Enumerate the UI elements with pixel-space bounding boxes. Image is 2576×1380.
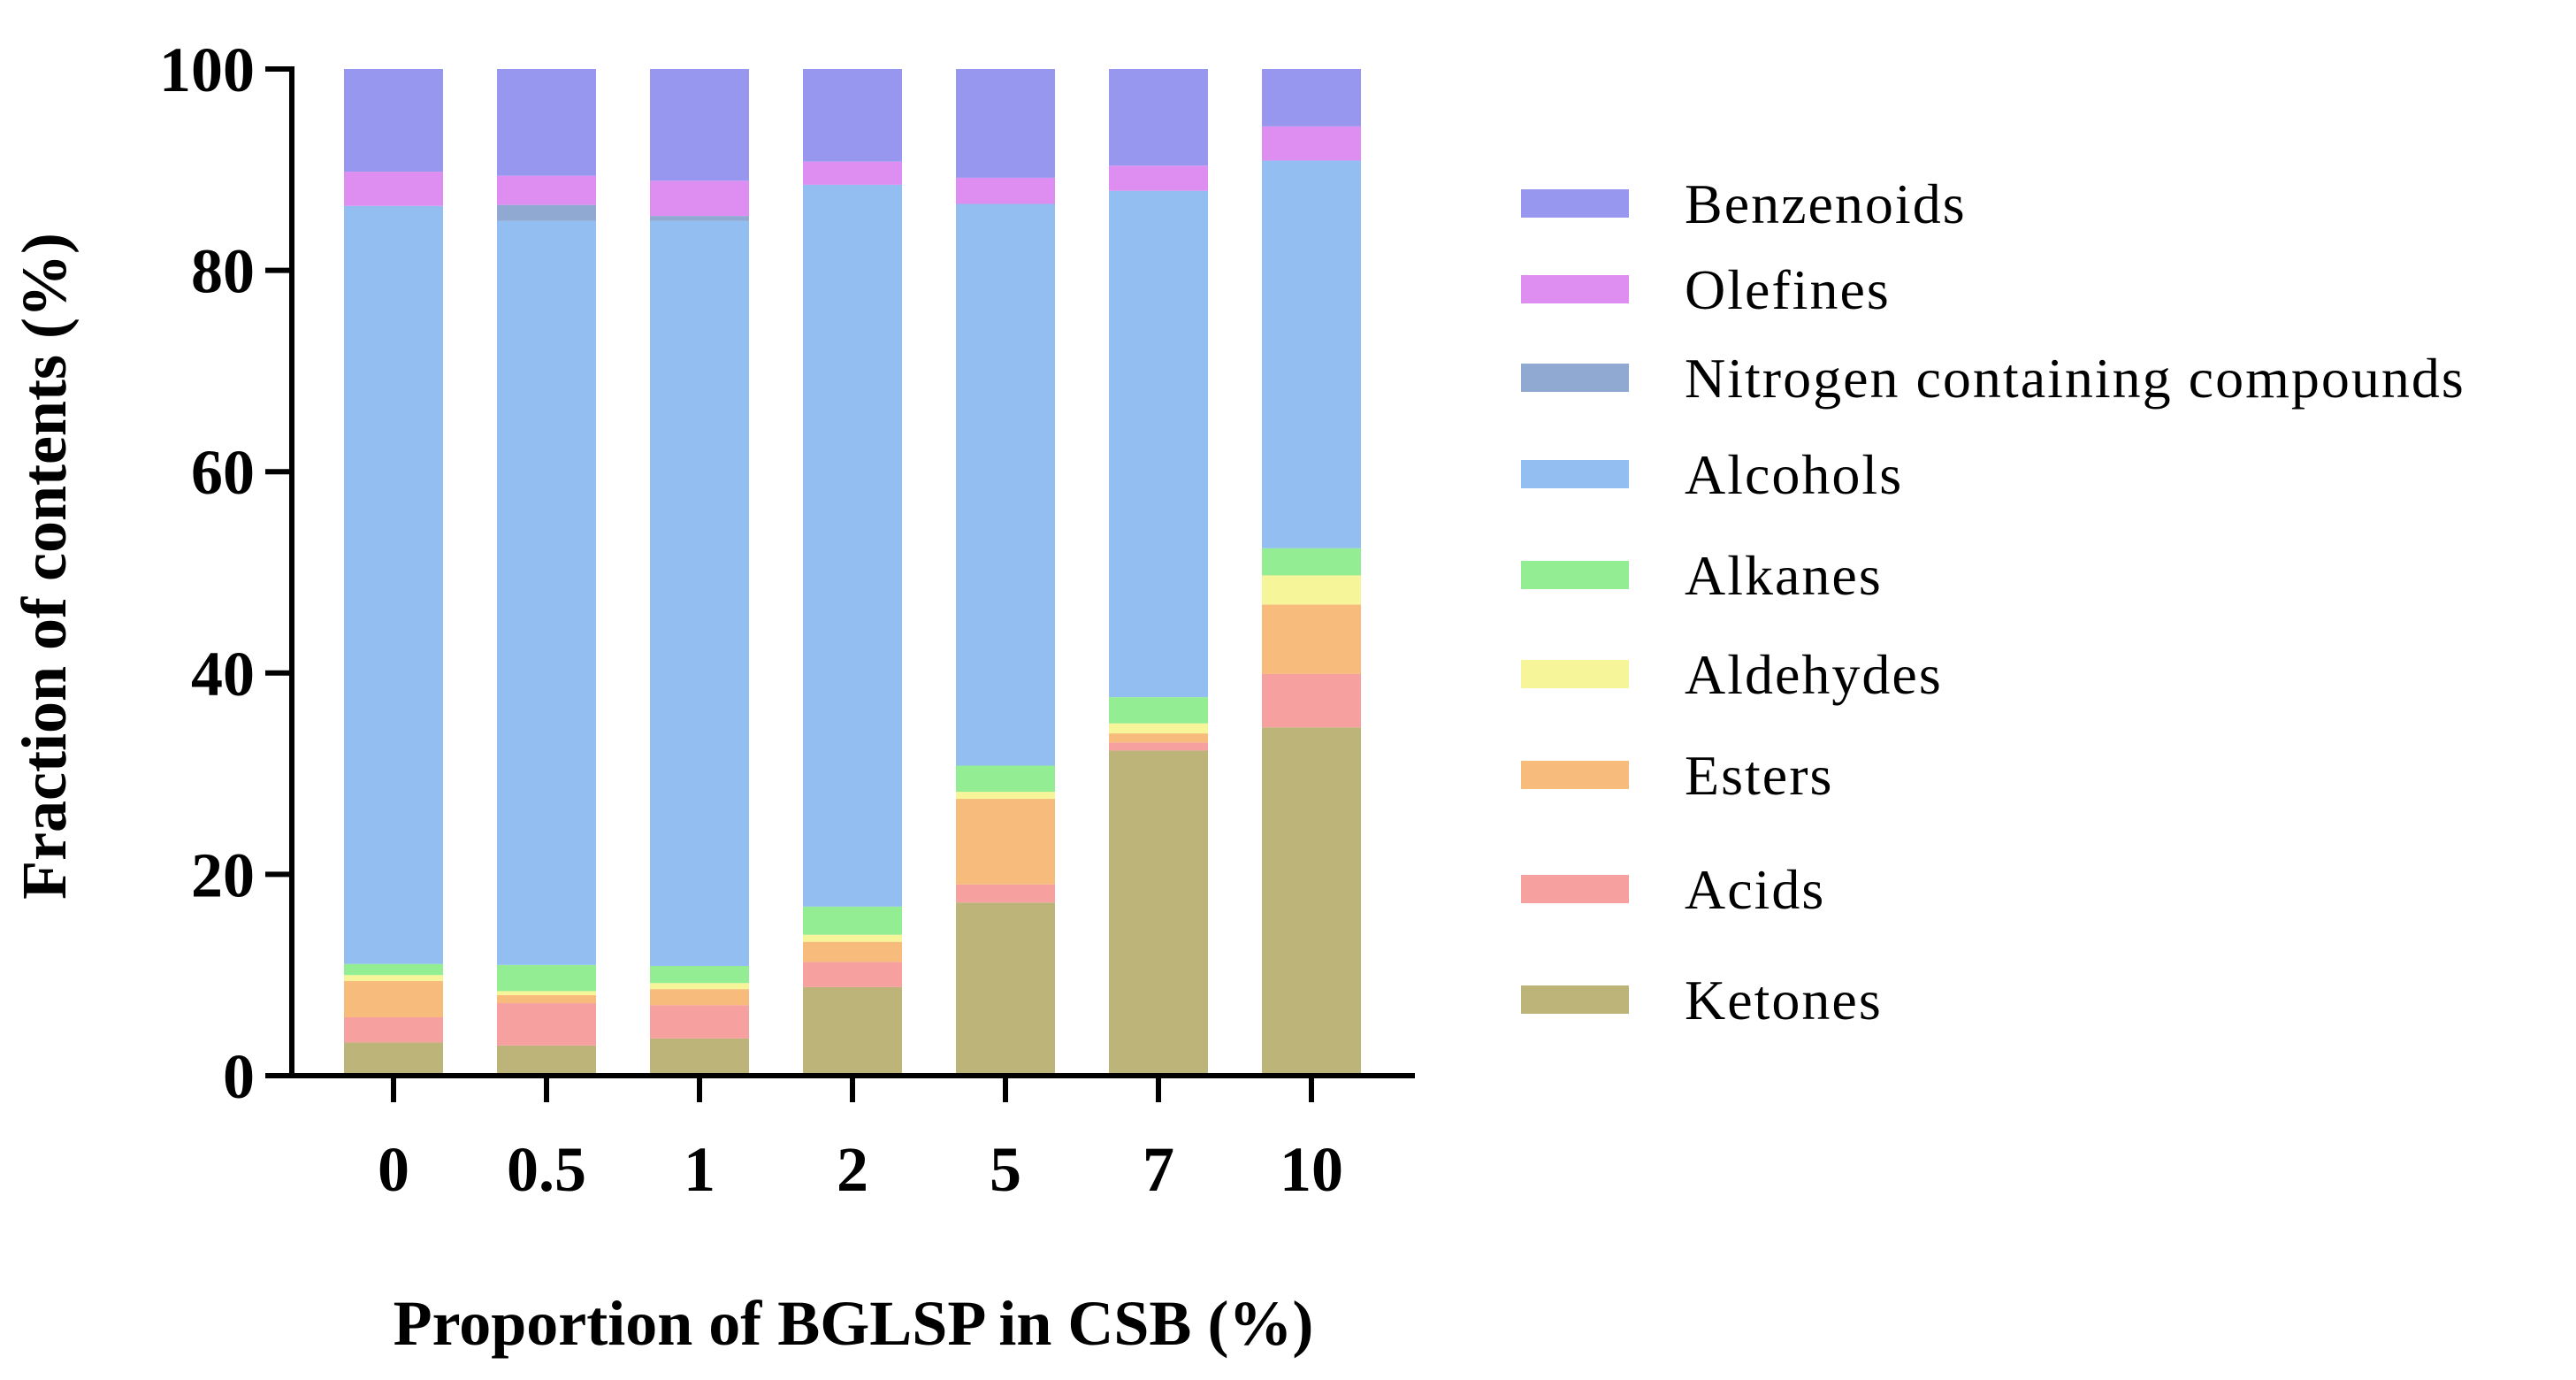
legend-swatch-esters	[1521, 761, 1629, 789]
bar-segment-acids-0	[344, 1016, 443, 1043]
bar-segment-acids-0-5	[497, 1003, 596, 1046]
bar-segment-aldehydes-1	[650, 983, 749, 990]
bar-segment-ketones-0	[344, 1042, 443, 1076]
bar-segment-acids-2	[803, 962, 902, 987]
bar-segment-acids-10	[1262, 673, 1361, 728]
bar-segment-alcohols-1	[650, 220, 749, 966]
x-tick-label-0: 0	[378, 1134, 409, 1205]
y-ticks: 0 20 40 60 80 100	[159, 34, 292, 1112]
legend-swatch-alkanes	[1521, 561, 1629, 589]
bar-segment-ketones-0-5	[497, 1045, 596, 1076]
legend-swatch-ketones	[1521, 985, 1629, 1014]
bar-segment-acids-7	[1109, 742, 1208, 751]
y-tick-label-80: 80	[191, 236, 255, 307]
bars-layer	[344, 69, 1361, 1076]
legend-label-olefines: Olefines	[1685, 258, 1891, 321]
x-tick-label-2: 2	[837, 1134, 868, 1205]
y-tick-label-20: 20	[191, 840, 255, 910]
bar-segment-aldehydes-0	[344, 975, 443, 982]
x-ticks: 0 0.5 1 2 5 7 10	[378, 1076, 1343, 1205]
x-tick-label-0-5: 0.5	[507, 1134, 586, 1205]
y-tick-label-40: 40	[191, 639, 255, 709]
bar-segment-benzenoids-5	[956, 69, 1055, 178]
bar-segment-alkanes-0-5	[497, 964, 596, 992]
legend-label-benzenoids: Benzenoids	[1685, 172, 1967, 235]
legend-label-alkanes: Alkanes	[1685, 544, 1883, 607]
bar-segment-benzenoids-10	[1262, 69, 1361, 126]
legend-label-acids: Acids	[1685, 858, 1825, 921]
y-axis-title: Fraction of contents (%)	[9, 233, 80, 900]
bar-segment-benzenoids-1	[650, 69, 749, 181]
bar-segment-esters-1	[650, 989, 749, 1006]
bar-segment-olefines-2	[803, 161, 902, 185]
legend-swatch-aldehydes	[1521, 660, 1629, 688]
legend-label-esters: Esters	[1685, 744, 1833, 807]
legend-swatch-olefines	[1521, 275, 1629, 303]
bar-segment-alcohols-0-5	[497, 220, 596, 965]
bar-segment-benzenoids-2	[803, 69, 902, 162]
bar-segment-esters-0-5	[497, 994, 596, 1004]
bar-segment-olefines-5	[956, 177, 1055, 204]
bar-segment-alkanes-5	[956, 765, 1055, 793]
bar-segment-esters-5	[956, 799, 1055, 885]
bar-segment-esters-0	[344, 981, 443, 1017]
x-tick-label-7: 7	[1143, 1134, 1174, 1205]
bar-segment-benzenoids-7	[1109, 69, 1208, 166]
legend-label-alcohols: Alcohols	[1685, 443, 1903, 506]
bar-segment-aldehydes-10	[1262, 575, 1361, 605]
legend-swatch-benzenoids	[1521, 189, 1629, 218]
y-tick-label-60: 60	[191, 437, 255, 508]
bar-segment-ketones-10	[1262, 727, 1361, 1076]
bar-segment-esters-10	[1262, 604, 1361, 674]
bar-segment-esters-2	[803, 941, 902, 962]
x-tick-label-1: 1	[684, 1134, 715, 1205]
bar-segment-alcohols-2	[803, 184, 902, 907]
bar-segment-benzenoids-0	[344, 69, 443, 172]
bar-segment-nitrogen-containing-compounds-0-5	[497, 204, 596, 221]
bar-segment-alcohols-0	[344, 205, 443, 964]
legend: Benzenoids Olefines Nitrogen containing co…	[1521, 172, 2465, 1031]
bar-segment-alcohols-10	[1262, 160, 1361, 548]
bar-segment-olefines-0	[344, 172, 443, 206]
bar-segment-acids-5	[956, 884, 1055, 903]
y-tick-label-0: 0	[223, 1041, 255, 1112]
x-tick-label-5: 5	[990, 1134, 1021, 1205]
bar-segment-alkanes-7	[1109, 697, 1208, 724]
y-tick-label-100: 100	[159, 34, 255, 105]
bar-segment-alkanes-0	[344, 963, 443, 976]
bar-segment-acids-1	[650, 1005, 749, 1039]
bar-segment-alkanes-10	[1262, 548, 1361, 576]
bar-segment-olefines-1	[650, 180, 749, 217]
bar-segment-alkanes-2	[803, 906, 902, 935]
bar-segment-alcohols-7	[1109, 190, 1208, 698]
bar-segment-ketones-5	[956, 902, 1055, 1076]
bar-segment-alkanes-1	[650, 965, 749, 984]
bar-segment-aldehydes-5	[956, 792, 1055, 800]
legend-label-aldehydes: Aldehydes	[1685, 643, 1943, 706]
bar-segment-aldehydes-7	[1109, 723, 1208, 734]
legend-swatch-alcohols	[1521, 460, 1629, 488]
legend-label-ketones: Ketones	[1685, 969, 1883, 1031]
bar-segment-olefines-0-5	[497, 175, 596, 205]
bar-segment-nitrogen-containing-compounds-1	[650, 216, 749, 221]
bar-segment-ketones-2	[803, 986, 902, 1076]
bar-segment-olefines-7	[1109, 165, 1208, 191]
x-tick-label-10: 10	[1280, 1134, 1343, 1205]
bar-segment-aldehydes-2	[803, 934, 902, 942]
bar-segment-aldehydes-0-5	[497, 991, 596, 995]
legend-label-nitrogen-containing-compounds: Nitrogen containing compounds	[1685, 347, 2465, 410]
bar-segment-esters-7	[1109, 733, 1208, 743]
bar-segment-ketones-1	[650, 1038, 749, 1076]
x-axis-title: Proportion of BGLSP in CSB (%)	[394, 1288, 1314, 1359]
bar-segment-benzenoids-0-5	[497, 69, 596, 176]
bar-segment-ketones-7	[1109, 750, 1208, 1076]
bar-segment-alcohols-5	[956, 203, 1055, 766]
legend-swatch-acids	[1521, 875, 1629, 903]
bar-segment-olefines-10	[1262, 126, 1361, 161]
legend-swatch-nitrogen-containing-compounds	[1521, 364, 1629, 392]
